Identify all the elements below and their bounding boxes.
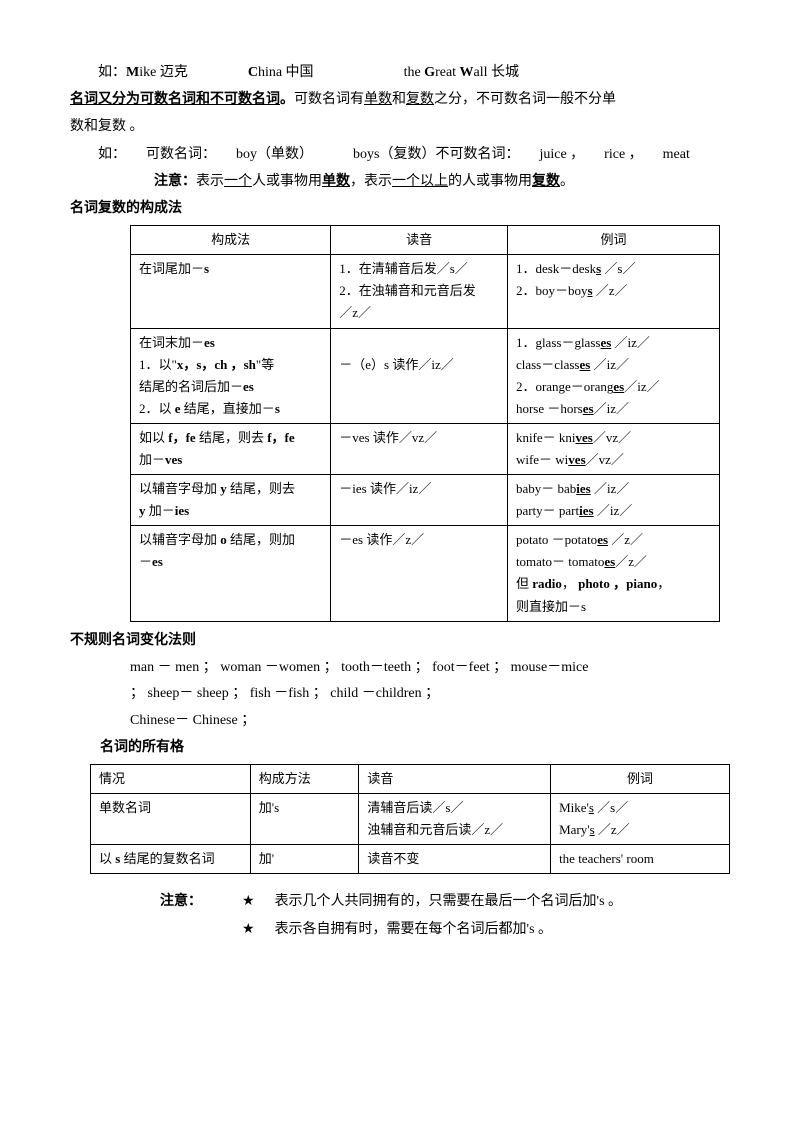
star-icon: ★: [242, 920, 255, 936]
text: ； sheep－ sheep ； fish －fish ； child －chi…: [130, 681, 730, 708]
section1-title: 名词复数的构成法: [70, 196, 730, 221]
text: meat: [663, 147, 690, 162]
text: 表示各自拥有时，需要在每个名词后都加's 。: [275, 922, 552, 937]
text: 如：: [98, 65, 126, 80]
section2-title: 不规则名词变化法则: [70, 628, 730, 653]
intro-line-3: 数和复数 。: [70, 114, 730, 139]
text: 之分，不可数名词一般不分单: [434, 92, 616, 107]
text: boy（单数）: [236, 147, 313, 162]
intro-line-1: 如：Mike 迈克 China 中国 the Great Wall 长城: [70, 60, 730, 85]
text: 可数名词有: [294, 92, 364, 107]
text: 单数: [322, 174, 350, 189]
plural-formation-table: 构成法 读音 例词 在词尾加－s 1．在清辅音后发／s／2．在浊辅音和元音后发／…: [130, 225, 720, 622]
text: G: [424, 65, 435, 80]
text: M: [126, 65, 139, 80]
text: 注意：: [160, 894, 202, 909]
intro-line-4: 如： 可数名词： boy（单数） boys（复数）不可数名词： juice ， rice …: [70, 142, 730, 167]
text: 名词又分为可数名词和不可数名词: [70, 92, 280, 107]
text: 。: [280, 92, 294, 107]
text: 复数: [406, 92, 434, 107]
text: 人或事物用: [252, 174, 322, 189]
notes-block: 注意： ★ 表示几个人共同拥有的，只需要在最后一个名词后加's 。 ★ 表示各自拥有时…: [160, 888, 730, 942]
text: the: [404, 65, 425, 80]
text: man － men ； woman －women ； tooth－teeth ；…: [130, 655, 730, 682]
text: Chinese－ Chinese ；: [130, 708, 730, 735]
col-header: 例词: [627, 771, 653, 786]
intro-line-5: 注意：表示一个人或事物用单数，表示一个以上的人或事物用复数。: [70, 169, 730, 194]
col-header: 读音: [406, 232, 432, 247]
irregular-block: man － men ； woman －women ； tooth－teeth ；…: [130, 655, 730, 735]
col-header: 情况: [99, 771, 125, 786]
possessive-table: 情况 构成方法 读音 例词 单数名词 加's 清辅音后读／s／浊辅音和元音后读／…: [90, 764, 730, 874]
text: all 长城: [474, 65, 520, 80]
text: 如：: [98, 147, 126, 162]
text: 注意：: [154, 174, 196, 189]
text: 可数名词：: [146, 147, 216, 162]
text: rice ，: [604, 147, 642, 162]
text: C: [248, 65, 258, 80]
text: 一个: [224, 174, 252, 189]
text: 表示: [196, 174, 224, 189]
text: boys（复数）不可数名词：: [353, 147, 519, 162]
text: ike 迈克: [139, 65, 188, 80]
col-header: 例词: [600, 232, 626, 247]
text: 复数: [532, 174, 560, 189]
text: 数和复数 。: [70, 119, 144, 134]
text: 一个以上: [392, 174, 448, 189]
text: 表示几个人共同拥有的，只需要在最后一个名词后加's 。: [275, 894, 622, 909]
text: 。: [560, 174, 574, 189]
text: W: [460, 65, 474, 80]
text: 单数: [364, 92, 392, 107]
text: 和: [392, 92, 406, 107]
text: ，表示: [350, 174, 392, 189]
col-header: 读音: [367, 771, 393, 786]
intro-line-2: 名词又分为可数名词和不可数名词。可数名词有单数和复数之分，不可数名词一般不分单: [70, 87, 730, 112]
text: hina 中国: [258, 65, 314, 80]
star-icon: ★: [242, 892, 255, 908]
section3-title: 名词的所有格: [100, 735, 730, 760]
col-header: 构成法: [211, 232, 250, 247]
col-header: 构成方法: [259, 771, 311, 786]
text: juice ，: [539, 147, 584, 162]
text: 的人或事物用: [448, 174, 532, 189]
text: reat: [435, 65, 459, 80]
